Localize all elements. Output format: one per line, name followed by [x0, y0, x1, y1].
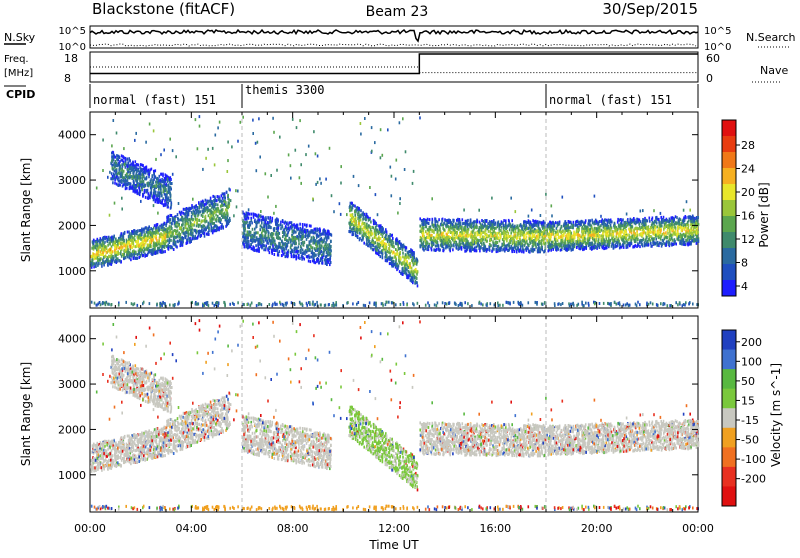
power-panel-frame	[90, 112, 698, 308]
velocity-colorbar-swatch	[722, 467, 736, 487]
x-tick-label: 12:00	[378, 522, 410, 535]
power-colorbar: 28 24 20 16 12 8 4	[722, 120, 755, 297]
nsearch-tick-high: 10^5	[704, 26, 731, 37]
velocity-colorbar-label: Velocity [m s^-1]	[769, 363, 783, 467]
x-tick-label: 00:00	[74, 522, 106, 535]
nsky-count-line	[90, 30, 698, 46]
nsearch-label: N.Search	[746, 31, 796, 44]
x-tick-label: 04:00	[175, 522, 207, 535]
y-tick-label: 3000	[58, 378, 86, 391]
velocity-colorbar-tick: -200	[741, 473, 766, 486]
velocity-panel-frame	[90, 316, 698, 512]
freq-tick-low: 8	[64, 72, 71, 85]
x-axis-label: Time UT	[368, 538, 419, 552]
nave-label: Nave	[760, 64, 788, 77]
cpid-segment-label: normal (fast) 151	[549, 93, 672, 107]
y-tick-label: 4000	[58, 333, 86, 346]
velocity-colorbar-tick: -100	[741, 453, 766, 466]
y-tick-label: 2000	[58, 219, 86, 232]
beam-label: Beam 23	[366, 4, 429, 20]
nave-tick-high: 60	[706, 52, 720, 65]
power-colorbar-swatch	[722, 136, 736, 153]
velocity-colorbar-tick: -15	[741, 414, 759, 427]
power-colorbar-swatch	[722, 120, 736, 137]
y-tick-label: 3000	[58, 174, 86, 187]
power-colorbar-swatch	[722, 232, 736, 249]
y-tick-label: 2000	[58, 423, 86, 436]
velocity-colorbar-swatch	[722, 389, 736, 409]
velocity-colorbar-swatch	[722, 350, 736, 370]
cpid-segments: normal (fast) 151 themis 3300 normal (fast…	[90, 83, 698, 108]
date-label: 30/Sep/2015	[602, 0, 698, 18]
power-colorbar-swatch	[722, 200, 736, 217]
velocity-colorbar-swatch	[722, 428, 736, 448]
power-colorbar-tick: 28	[741, 139, 755, 152]
radar-title: Blackstone (fitACF)	[92, 0, 235, 18]
freq-label-line1: Freq.	[4, 54, 29, 65]
velocity-colorbar: 200 100 50 15 -15 -50 -100 -200	[722, 330, 766, 507]
velocity-colorbar-tick: -50	[741, 434, 759, 447]
nsky-tick-high: 10^5	[59, 26, 86, 37]
power-ylabel: Slant Range [km]	[19, 158, 33, 262]
power-colorbar-label: Power [dB]	[757, 182, 771, 247]
velocity-ylabel: Slant Range [km]	[19, 362, 33, 466]
power-colorbar-swatch	[722, 216, 736, 233]
velocity-colorbar-swatch	[722, 447, 736, 467]
freq-nave-lines	[90, 54, 698, 74]
x-tick-label: 00:00	[682, 522, 714, 535]
power-colorbar-swatch	[722, 168, 736, 185]
nsky-label: N.Sky	[4, 31, 36, 44]
x-tick-label: 20:00	[581, 522, 613, 535]
power-colorbar-tick: 12	[741, 233, 755, 246]
y-tick-label: 1000	[58, 469, 86, 482]
velocity-colorbar-swatch	[722, 408, 736, 428]
power-colorbar-swatch	[722, 248, 736, 265]
velocity-colorbar-swatch	[722, 486, 736, 506]
freq-label-line2: [MHz]	[4, 68, 33, 79]
velocity-colorbar-tick: 100	[741, 355, 762, 368]
cpid-label: CPID	[6, 88, 35, 101]
y-tick-label: 4000	[58, 129, 86, 142]
freq-tick-high: 18	[64, 52, 78, 65]
power-colorbar-swatch	[722, 264, 736, 281]
velocity-colorbar-swatch	[722, 369, 736, 389]
power-colorbar-swatch	[722, 152, 736, 169]
y-tick-label: 1000	[58, 265, 86, 278]
velocity-colorbar-tick: 200	[741, 336, 762, 349]
velocity-colorbar-tick: 15	[741, 394, 755, 407]
power-colorbar-tick: 24	[741, 163, 755, 176]
freq-line	[90, 54, 698, 74]
power-colorbar-tick: 16	[741, 210, 755, 223]
power-colorbar-tick: 8	[741, 257, 748, 270]
velocity-colorbar-tick: 50	[741, 375, 755, 388]
power-colorbar-swatch	[722, 184, 736, 201]
power-colorbar-tick: 4	[741, 280, 748, 293]
cpid-segment-label: themis 3300	[245, 83, 324, 97]
x-tick-label: 08:00	[277, 522, 309, 535]
cpid-segment-label: normal (fast) 151	[93, 93, 216, 107]
x-tick-label: 16:00	[479, 522, 511, 535]
velocity-colorbar-swatch	[722, 330, 736, 350]
power-colorbar-tick: 20	[741, 186, 755, 199]
power-colorbar-swatch	[722, 280, 736, 297]
nave-tick-low: 0	[706, 72, 713, 85]
